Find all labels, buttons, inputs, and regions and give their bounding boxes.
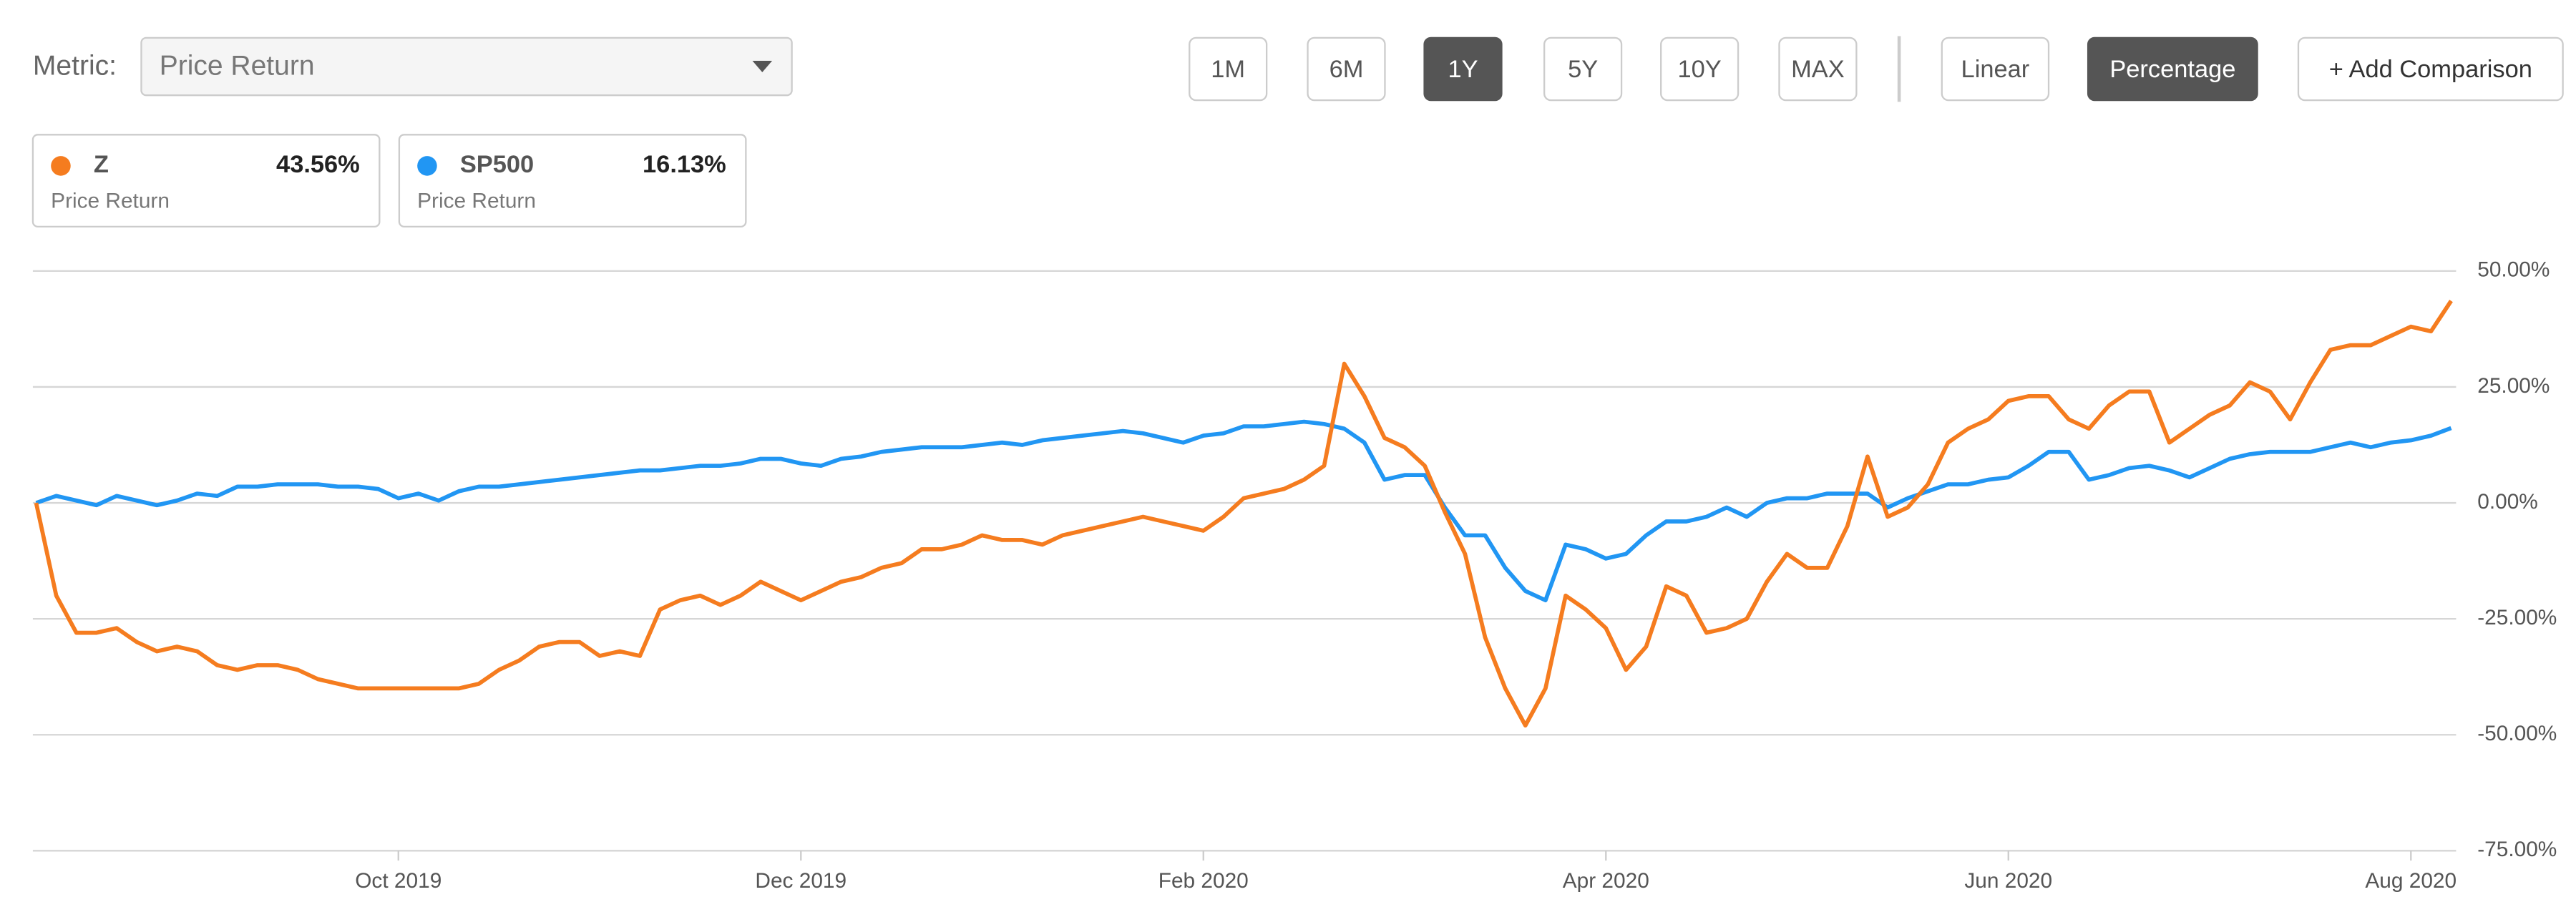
- range-label: MAX: [1791, 56, 1845, 83]
- x-tick-label: Apr 2020: [1563, 869, 1649, 893]
- y-tick-label: 25.00%: [2477, 374, 2550, 398]
- x-tick-label: Dec 2019: [755, 869, 847, 893]
- range-button[interactable]: [1423, 36, 1503, 102]
- legend-summary: 43.56%: [276, 151, 360, 178]
- range-label: 1M: [1211, 56, 1245, 83]
- range-label: 10Y: [1678, 56, 1722, 83]
- legend-card[interactable]: [398, 134, 747, 228]
- range-button[interactable]: [1660, 36, 1740, 102]
- add-label: + Add Comparison: [2329, 56, 2532, 83]
- legend-dot: [417, 156, 437, 176]
- range-label: 1Y: [1448, 56, 1478, 83]
- metric-value: Price Return: [160, 50, 315, 81]
- legend-metric: Price Return: [417, 189, 536, 212]
- add-button[interactable]: [2297, 36, 2564, 102]
- range-label: 6M: [1330, 56, 1364, 83]
- x-tick-label: Aug 2020: [2365, 869, 2457, 893]
- legend-summary: 16.13%: [643, 151, 726, 178]
- x-tick-label: Oct 2019: [355, 869, 441, 893]
- metric-label: Metric:: [33, 50, 117, 81]
- metric-dropdown[interactable]: [140, 36, 793, 97]
- dropdown-arrow: [752, 60, 773, 73]
- range-label: 5Y: [1568, 56, 1598, 83]
- y-tick-label: 0.00%: [2477, 490, 2538, 514]
- y-tick-label: 50.00%: [2477, 258, 2550, 282]
- scale-label: Percentage: [2109, 56, 2235, 83]
- scale-button[interactable]: [2087, 36, 2258, 102]
- x-tick-label: Feb 2020: [1158, 869, 1249, 893]
- range-button[interactable]: [1778, 36, 1858, 102]
- range-button[interactable]: [1307, 36, 1386, 102]
- y-tick-label: -75.00%: [2477, 838, 2557, 861]
- series-line: [34, 300, 2453, 728]
- legend-card[interactable]: [31, 134, 381, 228]
- y-tick-label: -50.00%: [2477, 722, 2557, 745]
- scale-label: Linear: [1961, 56, 2030, 83]
- series-line: [35, 419, 2452, 603]
- legend-name: SP500: [460, 151, 534, 178]
- range-button[interactable]: [1543, 36, 1623, 102]
- x-tick-label: Jun 2020: [1964, 869, 2052, 893]
- y-tick-label: -25.00%: [2477, 606, 2557, 629]
- legend-dot: [51, 156, 71, 176]
- range-button[interactable]: [1189, 36, 1268, 102]
- legend-name: Z: [94, 151, 109, 178]
- scale-button[interactable]: [1941, 36, 2050, 102]
- legend-metric: Price Return: [51, 189, 170, 212]
